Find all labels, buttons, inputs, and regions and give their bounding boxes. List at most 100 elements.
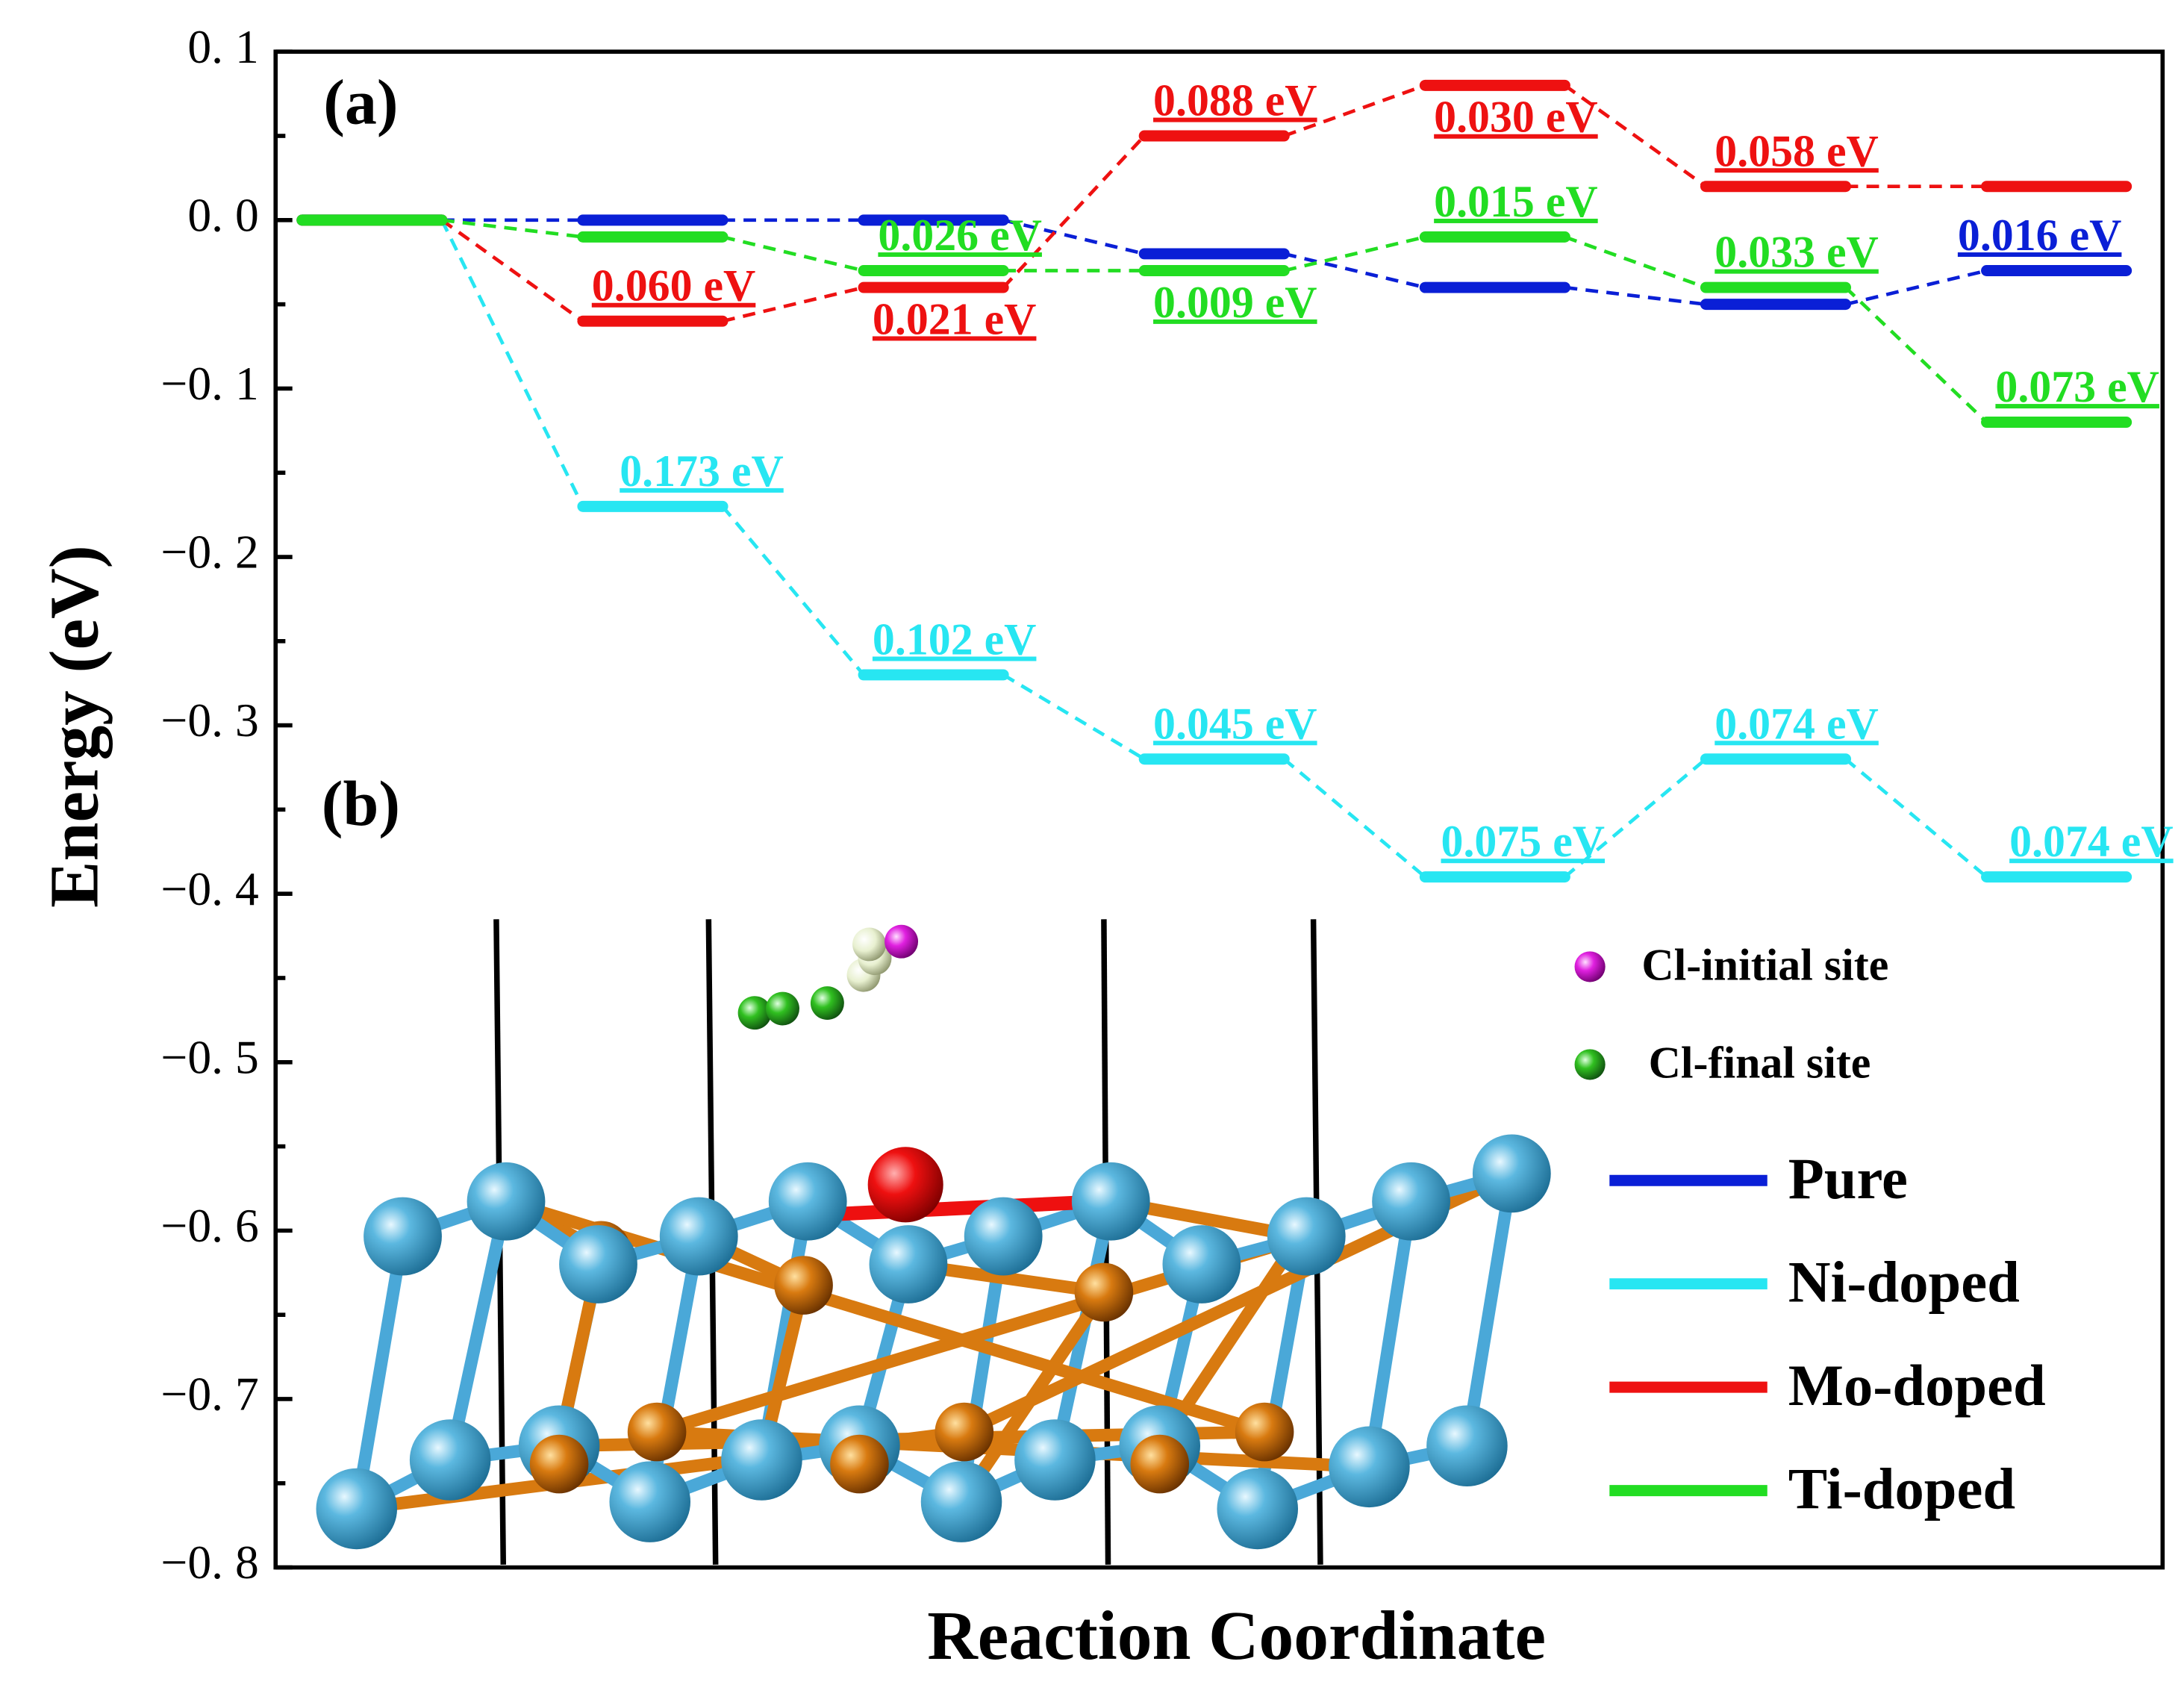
value-label: 0.102 eV xyxy=(873,614,1037,664)
connector xyxy=(1002,218,1145,256)
value-label: 0.015 eV xyxy=(1434,177,1598,226)
atom xyxy=(766,991,799,1026)
atom xyxy=(1071,1162,1150,1241)
atom xyxy=(867,1147,943,1223)
structure-bond xyxy=(807,1194,1105,1223)
connector xyxy=(1002,134,1146,289)
value-label: 0.173 eV xyxy=(620,446,784,496)
connector xyxy=(1283,252,1426,290)
y-tick-label: −0. 3 xyxy=(160,694,258,747)
value-label: 0.060 eV xyxy=(592,261,756,311)
connector xyxy=(722,235,864,272)
connector xyxy=(721,505,865,676)
value-label: 0.045 eV xyxy=(1153,699,1317,748)
atom xyxy=(1472,1134,1551,1213)
value-label: 0.075 eV xyxy=(1441,817,1606,866)
value-label: 0.074 eV xyxy=(2009,817,2174,866)
value-label: 0.030 eV xyxy=(1434,93,1598,142)
atom xyxy=(1426,1405,1508,1487)
connector xyxy=(1564,285,1706,306)
atom xyxy=(559,1225,637,1303)
inset-legend-marker xyxy=(1574,1049,1606,1080)
atom xyxy=(920,1461,1002,1542)
atom xyxy=(316,1468,398,1550)
panel-label: (b) xyxy=(322,767,400,839)
panel-label: (a) xyxy=(323,66,398,138)
connector xyxy=(1563,757,1707,879)
connector xyxy=(440,218,584,323)
connector xyxy=(1844,757,1988,879)
atom xyxy=(935,1402,994,1462)
atom xyxy=(1372,1162,1450,1241)
value-label: 0.073 eV xyxy=(1995,362,2159,411)
connector xyxy=(1845,269,1988,306)
connector xyxy=(1564,84,1707,188)
legend-label: Mo-doped xyxy=(1788,1353,2046,1418)
legend-label: Pure xyxy=(1788,1146,1908,1211)
value-label: 0.009 eV xyxy=(1153,278,1317,327)
atom xyxy=(609,1461,691,1542)
atom xyxy=(467,1162,546,1241)
structure-bond xyxy=(1363,1200,1417,1468)
atom xyxy=(364,1197,442,1276)
legend-label: Ni-doped xyxy=(1788,1249,2020,1314)
y-tick-label: 0. 1 xyxy=(187,20,258,73)
y-tick-label: −0. 8 xyxy=(160,1536,258,1589)
atom xyxy=(409,1419,491,1501)
structure-bond xyxy=(350,1235,409,1510)
atom xyxy=(869,1225,948,1303)
structure-image xyxy=(316,919,1551,1565)
atom xyxy=(721,1419,802,1501)
value-label: 0.026 eV xyxy=(878,211,1042,260)
legend-label: Ti-doped xyxy=(1788,1456,2015,1521)
connector xyxy=(441,218,584,239)
value-label: 0.074 eV xyxy=(1715,699,1879,748)
atom xyxy=(1217,1468,1299,1550)
atom xyxy=(774,1256,833,1315)
atom xyxy=(1014,1419,1096,1501)
value-label: 0.033 eV xyxy=(1715,228,1879,277)
atom xyxy=(768,1162,847,1241)
atom xyxy=(1130,1434,1190,1494)
atom xyxy=(810,986,844,1021)
y-tick-label: −0. 2 xyxy=(160,526,258,579)
structure-bond xyxy=(443,1200,513,1462)
connector xyxy=(1564,235,1707,290)
x-axis-title: Reaction Coordinate xyxy=(927,1598,1546,1675)
connector xyxy=(1844,286,1988,424)
connector xyxy=(1283,235,1426,272)
atom xyxy=(830,1434,889,1494)
atom xyxy=(1074,1262,1134,1322)
connector xyxy=(1002,673,1146,761)
value-label: 0.021 eV xyxy=(873,294,1037,343)
atom xyxy=(1267,1197,1346,1276)
connector xyxy=(1282,757,1426,879)
y-tick-label: −0. 1 xyxy=(160,357,258,410)
value-label: 0.016 eV xyxy=(1958,211,2122,260)
y-tick-label: 0. 0 xyxy=(187,188,258,241)
y-tick-label: −0. 5 xyxy=(160,1030,258,1083)
atom xyxy=(737,996,772,1030)
inset-legend-label: Cl-final site xyxy=(1649,1038,1871,1087)
connector xyxy=(1283,84,1426,138)
atom xyxy=(1162,1225,1241,1303)
value-label: 0.058 eV xyxy=(1715,126,1879,175)
structure-bond xyxy=(504,1195,1267,1439)
y-tick-label: −0. 7 xyxy=(160,1368,258,1421)
atom xyxy=(1329,1426,1410,1508)
y-axis-title: Energy (eV) xyxy=(37,545,113,908)
atom xyxy=(1235,1402,1294,1462)
structure-bond xyxy=(1461,1172,1518,1448)
atom xyxy=(659,1197,738,1276)
y-tick-label: −0. 6 xyxy=(160,1199,258,1252)
atom xyxy=(627,1402,687,1462)
connector xyxy=(440,219,585,508)
inset-legend-label: Cl-initial site xyxy=(1641,940,1888,989)
value-label: 0.088 eV xyxy=(1153,76,1317,125)
atom xyxy=(964,1197,1043,1276)
connector xyxy=(722,285,864,323)
inset-legend-marker xyxy=(1574,951,1606,982)
atom xyxy=(884,924,919,959)
atom xyxy=(852,927,886,962)
